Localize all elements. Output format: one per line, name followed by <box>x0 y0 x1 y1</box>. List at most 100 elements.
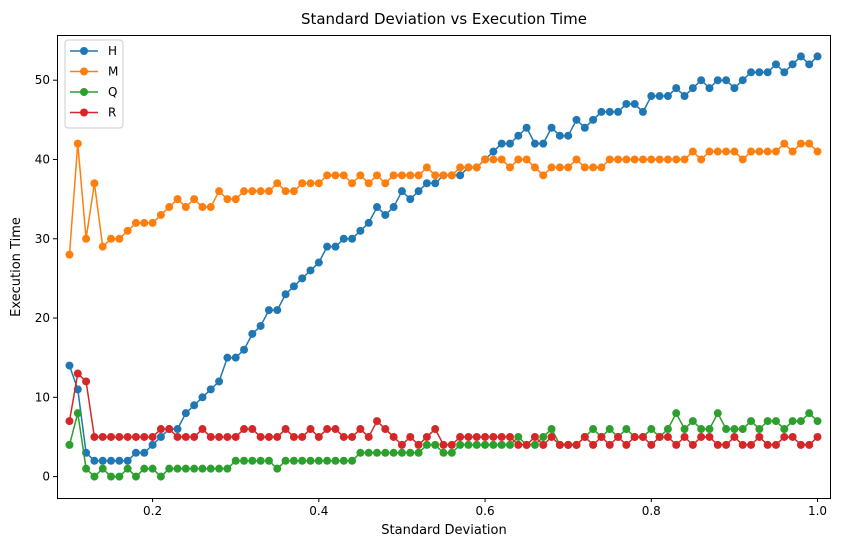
data-point <box>215 464 224 473</box>
data-point <box>190 401 199 410</box>
legend-swatch-marker <box>80 47 88 55</box>
data-point <box>131 218 140 227</box>
data-point <box>223 464 232 473</box>
data-point <box>505 163 514 172</box>
data-point <box>131 448 140 457</box>
data-point <box>364 218 373 227</box>
data-point <box>281 425 290 434</box>
data-point <box>181 464 190 473</box>
data-point <box>755 147 764 156</box>
data-point <box>505 432 514 441</box>
data-point <box>389 448 398 457</box>
series-M <box>65 139 822 259</box>
data-point <box>156 210 165 219</box>
data-point <box>763 68 772 77</box>
data-point <box>389 171 398 180</box>
x-tick-label: 0.6 <box>476 504 495 518</box>
data-point <box>115 234 124 243</box>
data-point <box>323 456 332 465</box>
data-point <box>796 440 805 449</box>
data-point <box>505 139 514 148</box>
data-point <box>481 432 490 441</box>
data-point <box>198 425 207 434</box>
data-point <box>422 163 431 172</box>
data-point <box>539 432 548 441</box>
data-point <box>614 107 623 116</box>
data-point <box>796 417 805 426</box>
data-point <box>289 187 298 196</box>
data-point <box>589 163 598 172</box>
data-point <box>256 456 265 465</box>
data-point <box>722 425 731 434</box>
data-point <box>173 432 182 441</box>
data-point <box>98 464 107 473</box>
data-point <box>231 432 240 441</box>
data-point <box>73 139 82 148</box>
data-point <box>140 464 149 473</box>
data-point <box>738 440 747 449</box>
y-tick-label: 0 <box>42 470 50 484</box>
data-point <box>348 456 357 465</box>
data-point <box>215 187 224 196</box>
data-point <box>564 440 573 449</box>
data-point <box>771 417 780 426</box>
data-point <box>489 155 498 164</box>
data-point <box>464 432 473 441</box>
data-point <box>514 432 523 441</box>
data-point <box>530 440 539 449</box>
data-point <box>705 84 714 93</box>
data-point <box>605 425 614 434</box>
data-point <box>713 147 722 156</box>
data-point <box>140 432 149 441</box>
data-point <box>722 76 731 85</box>
data-point <box>364 179 373 188</box>
data-point <box>223 432 232 441</box>
data-point <box>82 234 91 243</box>
data-point <box>148 440 157 449</box>
data-point <box>364 432 373 441</box>
data-point <box>555 131 564 140</box>
data-point <box>115 472 124 481</box>
data-point <box>738 76 747 85</box>
data-point <box>530 163 539 172</box>
data-point <box>605 107 614 116</box>
data-point <box>647 425 656 434</box>
data-point <box>156 425 165 434</box>
data-point <box>780 139 789 148</box>
data-point <box>422 179 431 188</box>
data-point <box>572 440 581 449</box>
data-point <box>672 155 681 164</box>
data-point <box>580 163 589 172</box>
data-point <box>306 179 315 188</box>
data-point <box>273 306 282 315</box>
data-point <box>663 425 672 434</box>
data-point <box>373 203 382 212</box>
data-point <box>281 187 290 196</box>
data-point <box>306 266 315 275</box>
data-point <box>348 179 357 188</box>
data-point <box>131 432 140 441</box>
data-point <box>422 432 431 441</box>
data-point <box>680 432 689 441</box>
y-tick-label: 20 <box>35 311 50 325</box>
data-point <box>190 195 199 204</box>
data-point <box>663 155 672 164</box>
data-point <box>730 425 739 434</box>
data-point <box>522 155 531 164</box>
data-point <box>622 425 631 434</box>
data-point <box>264 456 273 465</box>
data-point <box>356 171 365 180</box>
data-point <box>256 321 265 330</box>
data-point <box>223 195 232 204</box>
data-point <box>240 456 249 465</box>
data-point <box>630 432 639 441</box>
data-point <box>738 155 747 164</box>
legend-swatch-marker <box>80 108 88 117</box>
data-point <box>281 290 290 299</box>
data-point <box>697 76 706 85</box>
data-point <box>256 432 265 441</box>
series-R <box>65 369 822 449</box>
data-point <box>240 345 249 354</box>
data-point <box>414 440 423 449</box>
data-point <box>348 432 357 441</box>
